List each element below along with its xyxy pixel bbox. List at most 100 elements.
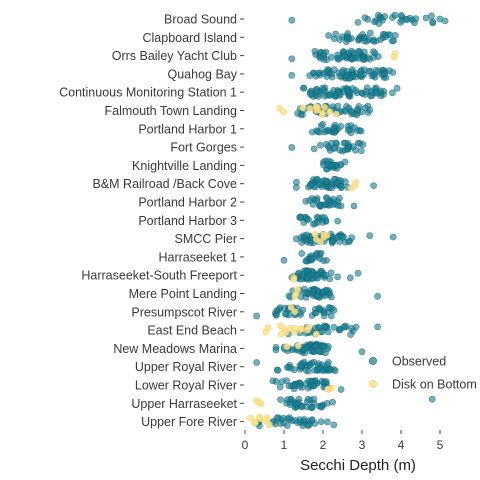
data-point [366,106,374,114]
data-point [252,397,260,405]
data-point [381,70,388,78]
data-point [358,71,365,78]
data-point [347,331,354,338]
data-point [335,194,343,202]
data-point [312,103,320,111]
data-point [319,109,326,117]
data-point [312,330,320,338]
data-point [359,141,367,148]
y-tick-label: Lower Royal River [135,379,237,393]
data-point [354,105,362,113]
data-point [340,88,348,95]
data-point [272,346,280,354]
data-point [287,304,295,311]
data-point [412,15,420,22]
data-point [310,395,318,403]
data-point [313,85,321,93]
x-tick-label: 0 [242,438,249,452]
data-point [313,291,321,299]
data-point [315,347,323,355]
data-point [334,273,341,281]
data-point [280,108,287,116]
data-point [299,422,307,430]
data-point [390,53,398,61]
x-tick-label: 2 [320,438,327,452]
data-point [300,358,308,366]
data-point [317,418,325,426]
data-point [323,256,330,264]
y-tick-label: Falmouth Town Landing [105,104,238,118]
data-point [255,413,263,421]
data-point [309,288,316,296]
y-tick-label: Portland Harbor 3 [138,214,237,228]
data-point [329,237,336,245]
legend-label: Observed [392,355,446,369]
x-tick-label: 3 [359,438,366,452]
data-point [277,420,285,427]
data-point [297,326,305,333]
data-point [311,219,319,227]
data-point [353,127,361,135]
data-point [331,121,339,129]
data-point [350,202,358,210]
data-point [307,271,315,279]
data-point [311,305,319,313]
data-point [321,214,328,221]
x-tick-label: 1 [281,438,288,452]
data-point [429,18,436,26]
data-point [362,88,370,95]
data-point [428,12,435,20]
data-point [346,274,354,282]
y-tick-label: Orrs Bailey Yacht Club [112,49,237,63]
data-point [337,182,345,190]
data-point [441,17,449,25]
data-point [277,322,284,330]
data-point [290,275,298,283]
data-point [366,29,374,37]
data-point [316,238,324,245]
y-tick-label: Knightville Landing [132,159,237,173]
data-point [292,184,300,191]
series-disk-on-bottom [247,49,399,429]
data-point [247,414,255,422]
data-point [266,421,273,429]
data-point [334,217,342,225]
data-point [322,177,330,185]
data-point [269,377,277,385]
data-point [324,385,332,393]
legend: Observed Disk on Bottom [369,355,477,392]
legend-label: Disk on Bottom [392,378,477,392]
data-point [325,304,333,311]
data-point [328,184,336,192]
data-point [316,141,324,149]
data-point [342,139,349,147]
data-point [325,127,333,135]
y-tick-label: Upper Royal River [135,360,237,374]
data-point [319,86,327,94]
y-tick-label: B&M Railroad /Back Cove [92,177,237,191]
data-point [327,312,335,320]
data-point [298,403,306,411]
data-point [389,233,397,241]
data-point [382,33,390,41]
y-tick-label: SMCC Pier [174,232,237,246]
data-point [371,73,379,81]
data-point [298,238,305,246]
data-point [403,16,411,24]
data-point [323,418,331,426]
data-point [298,250,306,257]
y-tick-label: Upper Harraseeket [131,397,237,411]
data-point [324,66,332,73]
data-point [320,308,328,316]
data-point [304,326,311,334]
data-point [310,145,318,153]
data-point [264,324,272,332]
data-point [329,103,337,111]
y-tick-label: Mere Point Landing [129,287,237,301]
data-point [318,328,326,336]
data-points [247,11,449,430]
data-point [344,126,352,134]
data-point [355,48,363,56]
data-point [286,401,294,408]
x-axis: 0 1 2 3 4 5 [242,430,444,452]
